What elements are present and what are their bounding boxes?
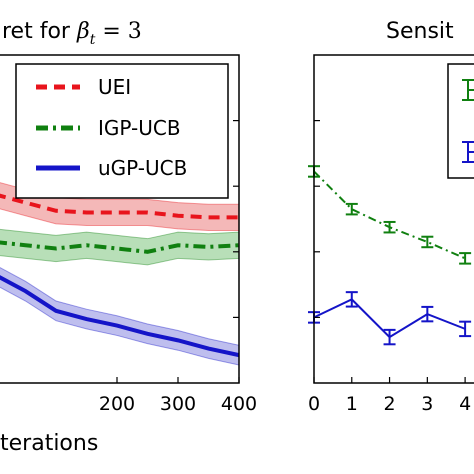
- error-bar: [421, 305, 434, 323]
- right-legend: [447, 63, 474, 179]
- right-legend-box: [447, 63, 474, 179]
- left-axis-ticks: 200 300 400: [99, 119, 257, 415]
- error-bar: [459, 252, 472, 265]
- left-confidence-bands: [0, 182, 240, 366]
- right-axis-ticks: 0 1 2 3 4: [308, 119, 471, 415]
- legend-box: [15, 63, 229, 199]
- left-legend: UEI IGP-UCB uGP-UCB: [15, 63, 229, 199]
- left-series-lines: [0, 193, 240, 358]
- series-line-igp-ucb: [0, 240, 240, 254]
- left-title-beta: β: [76, 19, 90, 44]
- x-tick-label: 3: [421, 393, 433, 415]
- legend-ugp-ucb-label: uGP-UCB: [98, 156, 187, 180]
- right-legend-igp-mark: [462, 79, 474, 101]
- error-bar: [345, 202, 358, 216]
- error-bar: [345, 291, 358, 308]
- x-tick-label: 2: [384, 393, 396, 415]
- right-legend-marks: [462, 79, 474, 163]
- left-title: ret for βt = 3: [2, 19, 142, 48]
- x-tick-label: 300: [160, 393, 196, 415]
- right-series-line-igp-ucb: [313, 170, 466, 260]
- x-tick-label: 4: [459, 393, 471, 415]
- left-title-prefix: ret for: [2, 19, 77, 44]
- x-tick-label: 400: [221, 393, 257, 415]
- left-panel: ret for βt = 3 200 300 400 terations UEI I…: [0, 19, 257, 456]
- legend-igp-ucb-label: IGP-UCB: [98, 116, 181, 140]
- band-ugp-ucb: [0, 267, 240, 366]
- series-line-ugp-ucb: [0, 275, 240, 358]
- x-tick-label: 200: [99, 393, 135, 415]
- right-panel: Sensit 0 1 2 3 4: [308, 19, 474, 415]
- right-axes-frame: [313, 54, 474, 384]
- left-xlabel: terations: [0, 431, 98, 456]
- left-title-subscript: t: [90, 32, 96, 48]
- series-line-uei: [0, 193, 239, 220]
- error-bar: [383, 328, 396, 346]
- right-legend-ugp-mark: [462, 141, 474, 163]
- left-title-suffix: = 3: [95, 19, 141, 44]
- x-tick-label: 0: [308, 393, 320, 415]
- x-tick-label: 1: [346, 393, 358, 415]
- error-bar: [421, 235, 434, 249]
- right-series: [308, 165, 472, 346]
- right-title: Sensit: [386, 19, 454, 44]
- error-bar: [383, 220, 396, 234]
- error-bar: [459, 320, 472, 338]
- legend-uei-label: UEI: [98, 75, 131, 99]
